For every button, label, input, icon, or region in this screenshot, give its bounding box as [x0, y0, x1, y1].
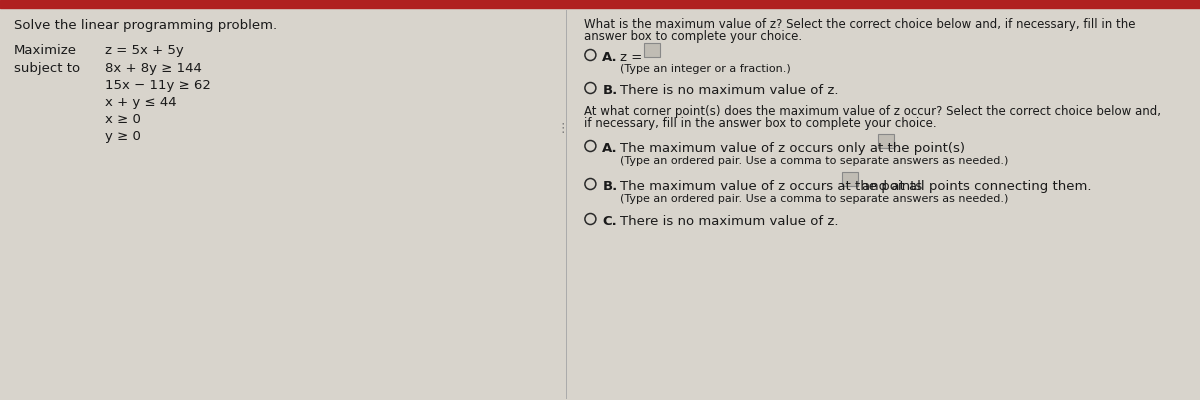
FancyBboxPatch shape	[878, 134, 894, 148]
Text: What is the maximum value of z? Select the correct choice below and, if necessar: What is the maximum value of z? Select t…	[584, 18, 1136, 31]
Text: ⋮: ⋮	[557, 122, 569, 135]
Text: subject to: subject to	[14, 62, 80, 75]
FancyBboxPatch shape	[842, 172, 858, 186]
Text: C.: C.	[602, 215, 617, 228]
Text: x + y ≤ 44: x + y ≤ 44	[106, 96, 176, 109]
Text: 15x − 11y ≥ 62: 15x − 11y ≥ 62	[106, 79, 211, 92]
FancyBboxPatch shape	[644, 43, 660, 57]
Text: x ≥ 0: x ≥ 0	[106, 113, 140, 126]
Text: The maximum value of z occurs at the points: The maximum value of z occurs at the poi…	[620, 180, 923, 193]
Text: Solve the linear programming problem.: Solve the linear programming problem.	[14, 19, 277, 32]
Text: B.: B.	[602, 180, 618, 193]
Text: A.: A.	[602, 51, 618, 64]
Text: Maximize: Maximize	[14, 44, 77, 57]
Text: answer box to complete your choice.: answer box to complete your choice.	[584, 30, 803, 43]
Text: (Type an integer or a fraction.): (Type an integer or a fraction.)	[620, 64, 791, 74]
Text: .: .	[896, 142, 900, 155]
Text: if necessary, fill in the answer box to complete your choice.: if necessary, fill in the answer box to …	[584, 117, 937, 130]
Text: (Type an ordered pair. Use a comma to separate answers as needed.): (Type an ordered pair. Use a comma to se…	[620, 194, 1009, 204]
Text: z = 5x + 5y: z = 5x + 5y	[106, 44, 184, 57]
Text: A.: A.	[602, 142, 618, 155]
Text: There is no maximum value of z.: There is no maximum value of z.	[620, 215, 839, 228]
Text: B.: B.	[602, 84, 618, 97]
Bar	[0, 0, 1200, 8]
Text: 8x + 8y ≥ 144: 8x + 8y ≥ 144	[106, 62, 202, 75]
Text: and at all points connecting them.: and at all points connecting them.	[862, 180, 1091, 193]
Text: z =: z =	[620, 51, 643, 64]
Text: There is no maximum value of z.: There is no maximum value of z.	[620, 84, 839, 97]
Text: At what corner point(s) does the maximum value of z occur? Select the correct ch: At what corner point(s) does the maximum…	[584, 105, 1162, 118]
Text: (Type an ordered pair. Use a comma to separate answers as needed.): (Type an ordered pair. Use a comma to se…	[620, 156, 1009, 166]
Text: y ≥ 0: y ≥ 0	[106, 130, 140, 143]
Text: The maximum value of z occurs only at the point(s): The maximum value of z occurs only at th…	[620, 142, 965, 155]
